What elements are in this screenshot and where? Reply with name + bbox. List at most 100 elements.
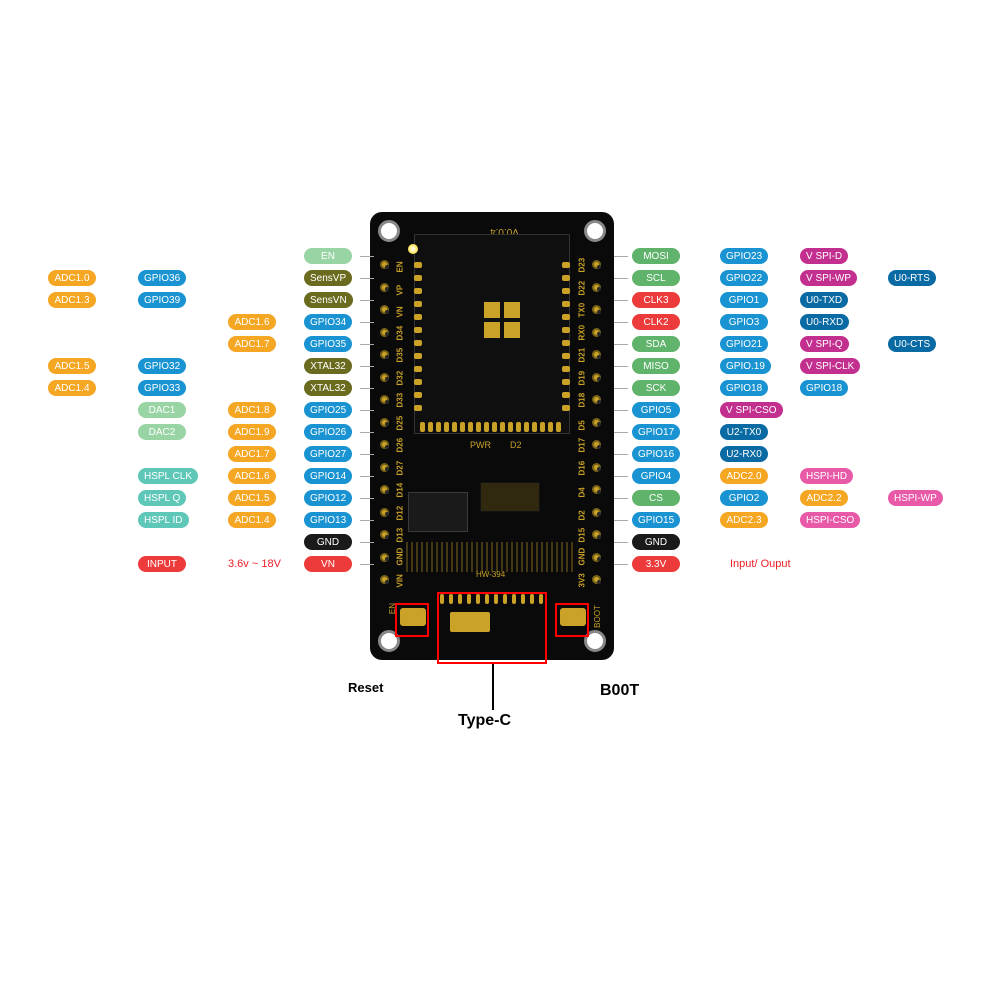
rtag-c-11: ADC2.2	[800, 490, 848, 506]
pin-left-4	[380, 350, 389, 359]
lconn-8	[360, 432, 374, 433]
ltag-c-11: ADC1.5	[228, 490, 276, 506]
pin-label-left-14: VIN	[396, 574, 405, 587]
pin-label-left-13: GND	[396, 547, 405, 565]
module-pad-2	[484, 322, 500, 338]
rtag-b-8: U2-TX0	[720, 424, 768, 440]
ltag-d-8: GPIO26	[304, 424, 352, 440]
cast-left-9	[414, 379, 422, 385]
pin-right-3	[592, 328, 601, 337]
cast-left-0	[414, 262, 422, 268]
pin-right-11	[592, 508, 601, 517]
pin-right-14	[592, 575, 601, 584]
rtag-a-11: CS	[632, 490, 680, 506]
pin-left-2	[380, 305, 389, 314]
rconn-14	[614, 564, 628, 565]
ltag-d-6: XTAL32	[304, 380, 352, 396]
led-icon	[408, 244, 418, 254]
castellation-6	[468, 422, 473, 432]
pin-label-left-4: D35	[396, 348, 405, 363]
pin-label-right-2: TX0	[578, 303, 587, 318]
lconn-4	[360, 344, 374, 345]
lconn-0	[360, 256, 374, 257]
pin-label-left-7: D25	[396, 415, 405, 430]
rtag-b-5: GPIO.19	[720, 358, 771, 374]
ltag-d-4: GPIO35	[304, 336, 352, 352]
rconn-13	[614, 542, 628, 543]
ltag-d-5: XTAL32	[304, 358, 352, 374]
pin-left-3	[380, 328, 389, 337]
highlight-box-0	[395, 603, 429, 637]
rconn-6	[614, 388, 628, 389]
castellation-14	[532, 422, 537, 432]
rtag-b-12: ADC2.3	[720, 512, 768, 528]
castellation-11	[508, 422, 513, 432]
pin-label-right-14: 3V3	[578, 573, 587, 587]
cast-left-5	[414, 327, 422, 333]
ltag-c-3: ADC1.6	[228, 314, 276, 330]
cast-right-4	[562, 314, 570, 320]
label-typec: Type-C	[458, 712, 511, 730]
rtag-d-11: HSPI-WP	[888, 490, 943, 506]
rtag-a-3: CLK2	[632, 314, 680, 330]
highlight-box-1	[437, 592, 547, 664]
rconn-3	[614, 322, 628, 323]
lconn-5	[360, 366, 374, 367]
castellation-1	[428, 422, 433, 432]
pin-label-right-11: D2	[578, 510, 587, 520]
pin-right-0	[592, 260, 601, 269]
pin-label-left-5: D32	[396, 370, 405, 385]
pin-left-13	[380, 553, 389, 562]
rtag-c-2: U0-TXD	[800, 292, 848, 308]
pin-label-right-5: D19	[578, 370, 587, 385]
ltag-b-7: DAC1	[138, 402, 186, 418]
cast-right-0	[562, 262, 570, 268]
ltag-d-1: SensVP	[304, 270, 352, 286]
mount-hole-0	[378, 220, 400, 242]
rtag-b-2: GPIO1	[720, 292, 768, 308]
castellation-2	[436, 422, 441, 432]
pin-right-13	[592, 553, 601, 562]
ltag-a-6: ADC1.4	[48, 380, 96, 396]
ltag-a-5: ADC1.5	[48, 358, 96, 374]
pin-label-left-8: D26	[396, 438, 405, 453]
castellation-5	[460, 422, 465, 432]
rconn-4	[614, 344, 628, 345]
rtag-b-3: GPIO3	[720, 314, 768, 330]
pin-label-right-8: D17	[578, 438, 587, 453]
rtag-a-4: SDA	[632, 336, 680, 352]
rtag-b-6: GPIO18	[720, 380, 768, 396]
pin-right-2	[592, 305, 601, 314]
cast-right-6	[562, 340, 570, 346]
castellation-8	[484, 422, 489, 432]
rtag-a-14: 3.3V	[632, 556, 680, 572]
rconn-12	[614, 520, 628, 521]
pin-label-right-9: D16	[578, 460, 587, 475]
castellation-7	[476, 422, 481, 432]
rtag-a-6: SCK	[632, 380, 680, 396]
pin-label-right-12: D15	[578, 528, 587, 543]
lconn-14	[360, 564, 374, 565]
ltag-d-2: SensVN	[304, 292, 353, 308]
pin-label-left-0: EN	[396, 261, 405, 272]
pin-label-right-7: D5	[578, 420, 587, 430]
cast-right-1	[562, 275, 570, 281]
pin-label-right-3: RX0	[578, 324, 587, 340]
cast-left-11	[414, 405, 422, 411]
cast-right-5	[562, 327, 570, 333]
rtag-a-0: MOSI	[632, 248, 680, 264]
rtag-d-4: U0-CTS	[888, 336, 936, 352]
ltag-c-8: ADC1.9	[228, 424, 276, 440]
cast-left-10	[414, 392, 422, 398]
rtag-c-10: HSPI-HD	[800, 468, 853, 484]
pin-label-left-3: D34	[396, 325, 405, 340]
rtag-b-0: GPIO23	[720, 248, 768, 264]
cast-left-4	[414, 314, 422, 320]
rconn-8	[614, 432, 628, 433]
rtag-a-7: GPIO5	[632, 402, 680, 418]
rtag-a-8: GPIO17	[632, 424, 680, 440]
cast-right-10	[562, 392, 570, 398]
castellation-3	[444, 422, 449, 432]
cast-right-2	[562, 288, 570, 294]
lconn-9	[360, 454, 374, 455]
